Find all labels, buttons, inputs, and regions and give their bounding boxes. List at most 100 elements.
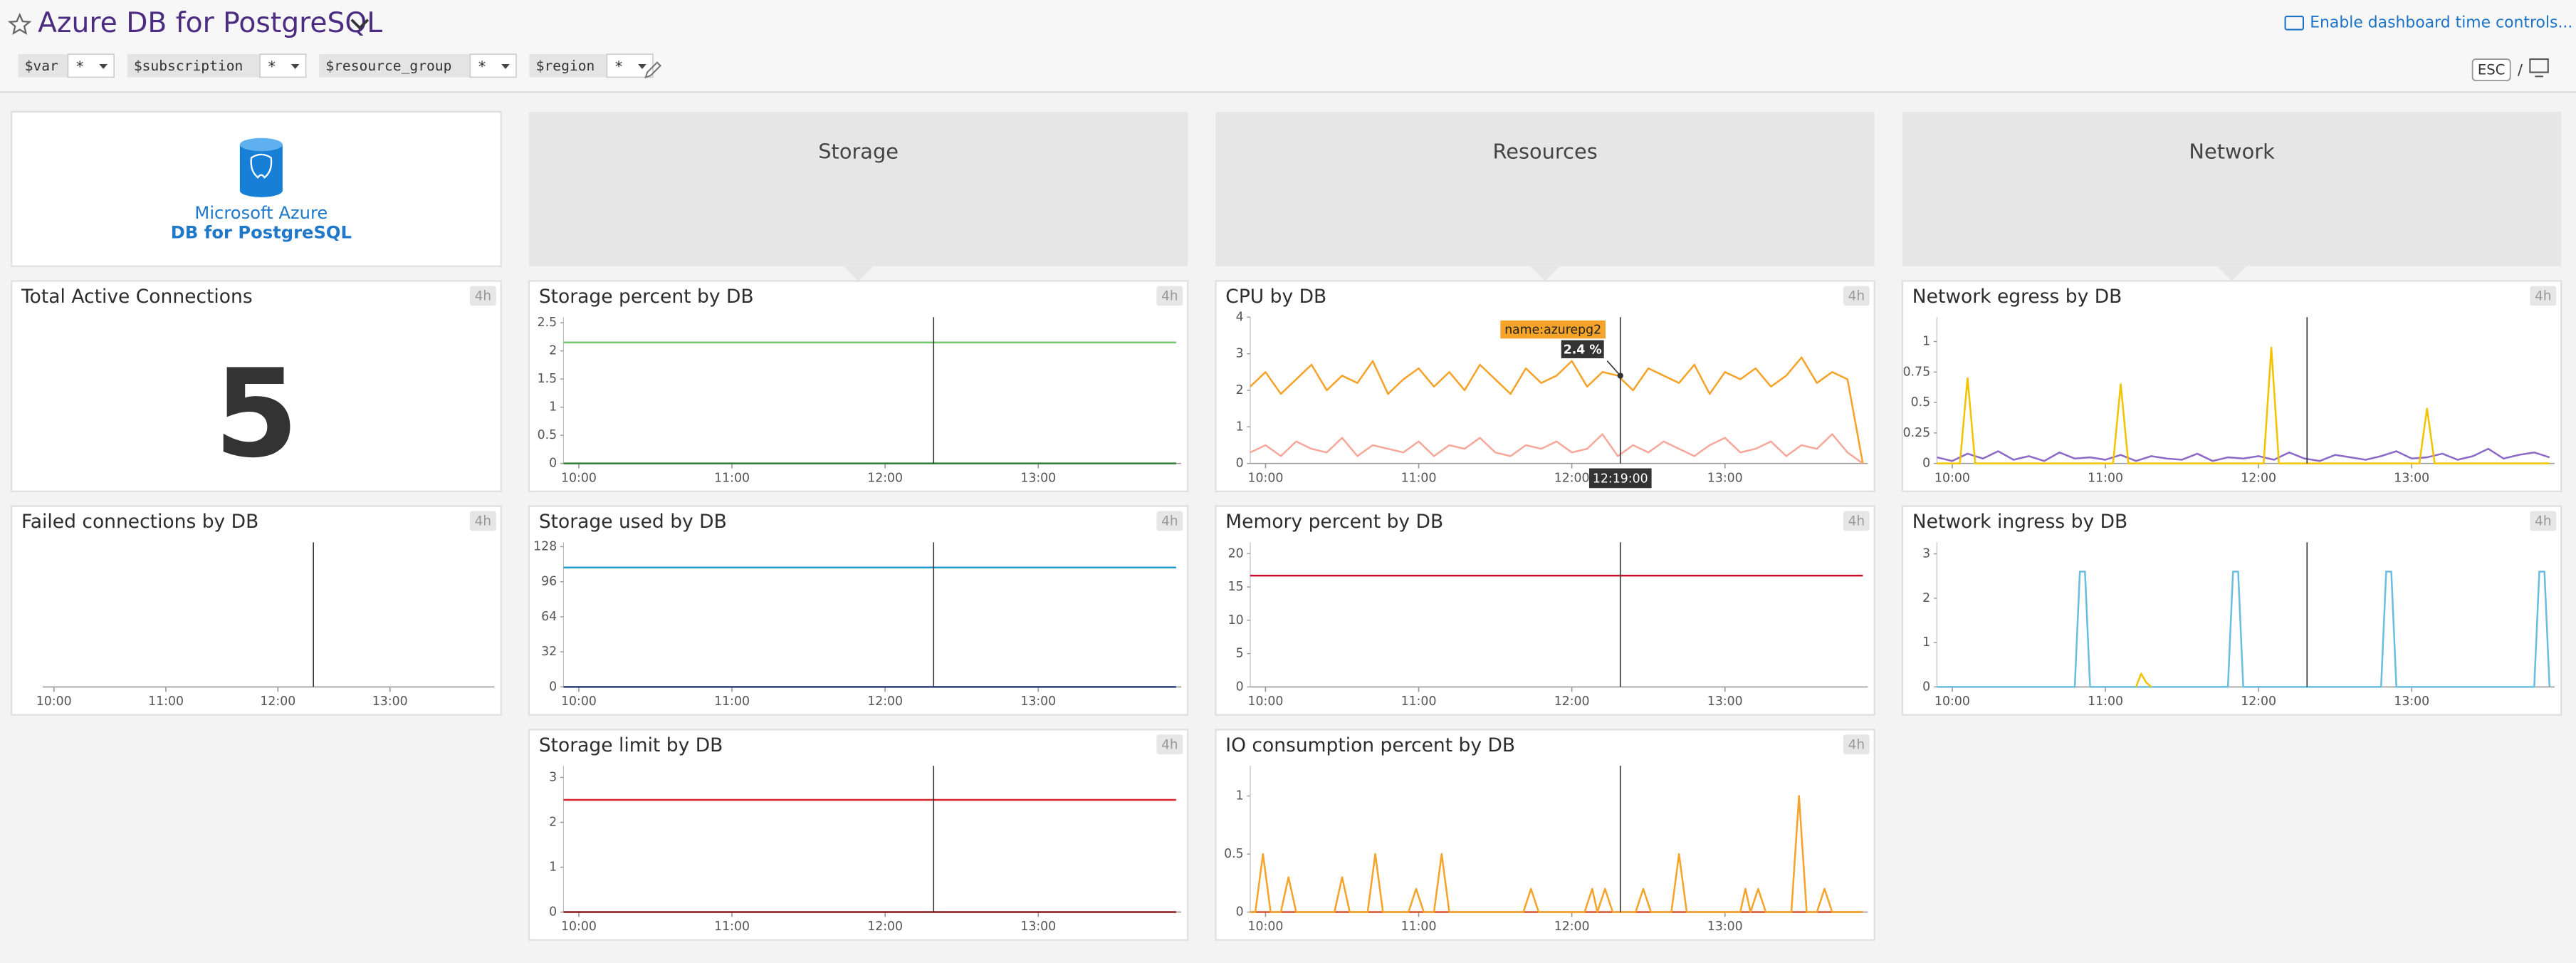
y-tick-label: 2.5	[538, 316, 557, 330]
x-tick-label: 13:00	[1707, 920, 1743, 934]
x-tick-label: 11:00	[148, 694, 184, 709]
variable-select[interactable]	[469, 53, 517, 78]
edit-variables[interactable]	[644, 61, 662, 79]
y-tick-label: 3	[1236, 347, 1244, 361]
group-title: Resources	[1492, 140, 1597, 164]
y-tick-label: 1	[549, 860, 557, 874]
tooltip-time-bg	[1588, 468, 1652, 489]
x-tick-label: 10:00	[1248, 471, 1284, 485]
x-tick-label: 10:00	[1248, 694, 1284, 709]
widget-badge: 4h	[1848, 737, 1865, 752]
variable-name-bg	[18, 54, 68, 78]
x-tick-label: 12:00	[260, 694, 295, 709]
variable-value: *	[268, 58, 276, 76]
y-tick-label: 0	[1922, 457, 1930, 471]
title-menu-chevron[interactable]	[350, 19, 370, 30]
group-header	[1215, 111, 1875, 266]
series-line	[1937, 346, 2550, 464]
group-notch	[1530, 266, 1560, 281]
x-tick-label: 11:00	[1401, 920, 1437, 934]
y-tick-label: 0.25	[1903, 426, 1931, 440]
x-tick-label: 11:00	[2088, 694, 2123, 709]
dashboard-title: Azure DB for PostgreSQL	[38, 7, 382, 39]
y-tick-label: 64	[541, 610, 557, 624]
widget-badge: 4h	[1848, 514, 1865, 529]
variable-caret	[290, 63, 300, 69]
logo-line-2: DB for PostgreSQL	[171, 223, 352, 243]
variable-select[interactable]	[606, 53, 654, 78]
tv-mode-icon[interactable]	[2529, 58, 2549, 78]
group-notch	[2216, 266, 2247, 281]
widget-card	[528, 505, 1189, 716]
time-controls-link[interactable]: Enable dashboard time controls...	[2310, 14, 2572, 31]
series-line	[1937, 447, 2550, 462]
series-line	[1250, 433, 1864, 464]
x-tick-label: 13:00	[1020, 471, 1056, 485]
x-tick-label: 13:00	[2394, 694, 2429, 709]
x-tick-label: 11:00	[1401, 694, 1437, 709]
y-tick-label: 0	[1922, 680, 1930, 694]
widget-badge-bg	[1843, 734, 1870, 754]
template-variables: $var * $subscription * $resource_group * $regi…	[18, 53, 654, 78]
widget-title: Network egress by DB	[1912, 286, 2122, 308]
widget-title: IO consumption percent by DB	[1225, 734, 1515, 756]
variable-caret	[99, 63, 108, 69]
group-headers: Storage Resources Network	[528, 111, 2562, 281]
widget: Network egress by DB 4h 10:00 11:00 12:00 13:…	[1901, 280, 2562, 492]
widget-card	[10, 505, 502, 716]
x-tick-label: 11:00	[2088, 471, 2123, 485]
esc-key[interactable]	[2471, 58, 2511, 81]
series-line	[1937, 571, 2551, 688]
x-tick-label: 12:00	[1554, 694, 1590, 709]
y-tick-label: 1	[1922, 335, 1930, 349]
widget-badge-bg	[469, 511, 496, 531]
variable-name-bg	[319, 54, 471, 78]
widget-card	[1215, 505, 1875, 716]
x-tick-label: 12:00	[1554, 920, 1590, 934]
group-header	[528, 111, 1188, 266]
variable-name-bg	[127, 54, 261, 78]
variable-name: $region	[536, 58, 595, 74]
y-tick-label: 0.75	[1903, 365, 1931, 379]
widget-badge: 4h	[475, 288, 491, 303]
tooltip-value-bg	[1561, 340, 1604, 358]
y-tick-label: 1	[1236, 789, 1244, 803]
x-tick-label: 10:00	[561, 471, 597, 485]
widget-badge-bg	[1156, 511, 1183, 531]
variable-select[interactable]	[259, 53, 307, 78]
y-tick-label: 0.5	[1224, 847, 1244, 861]
x-tick-label: 12:00	[1554, 471, 1590, 485]
widget-card	[528, 729, 1189, 941]
x-tick-label: 12:00	[867, 471, 903, 485]
esc-label: ESC	[2478, 62, 2506, 78]
x-tick-label: 10:00	[1934, 694, 1970, 709]
widget-badge-bg	[1156, 734, 1183, 754]
y-tick-label: 1	[1922, 635, 1930, 650]
y-tick-label: 2	[1922, 591, 1930, 605]
y-tick-label: 96	[541, 575, 557, 589]
variable-select[interactable]	[67, 53, 115, 78]
y-tick-label: 4	[1236, 310, 1244, 324]
series-line	[1250, 356, 1864, 464]
widget-card	[1215, 729, 1875, 941]
variable-name: $resource_group	[325, 58, 451, 74]
y-tick-label: 1	[1236, 420, 1244, 434]
postgres-icon	[239, 137, 283, 197]
x-tick-label: 12:00	[867, 920, 903, 934]
x-tick-label: 12:00	[2241, 471, 2276, 485]
y-tick-label: 3	[549, 771, 557, 785]
widget-title: Memory percent by DB	[1225, 511, 1443, 533]
x-tick-label: 13:00	[1707, 471, 1743, 485]
widget-badge-bg	[469, 286, 496, 306]
widgets: Total Active Connections 4h 5 Failed connec…	[10, 280, 2562, 941]
favorite-star[interactable]	[7, 12, 32, 35]
widget-badge-bg	[1843, 286, 1870, 306]
widget: Memory percent by DB 4h 10:00 11:00 12:00 13:…	[1215, 505, 1875, 716]
x-tick-label: 12:00	[2241, 694, 2276, 709]
variable-caret	[638, 63, 646, 69]
widget: Failed connections by DB 4h 10:00 11:00 12:0…	[10, 505, 502, 716]
y-tick-label: 0	[549, 680, 557, 694]
y-tick-label: 0	[1236, 680, 1244, 694]
widget-badge: 4h	[1161, 288, 1178, 303]
